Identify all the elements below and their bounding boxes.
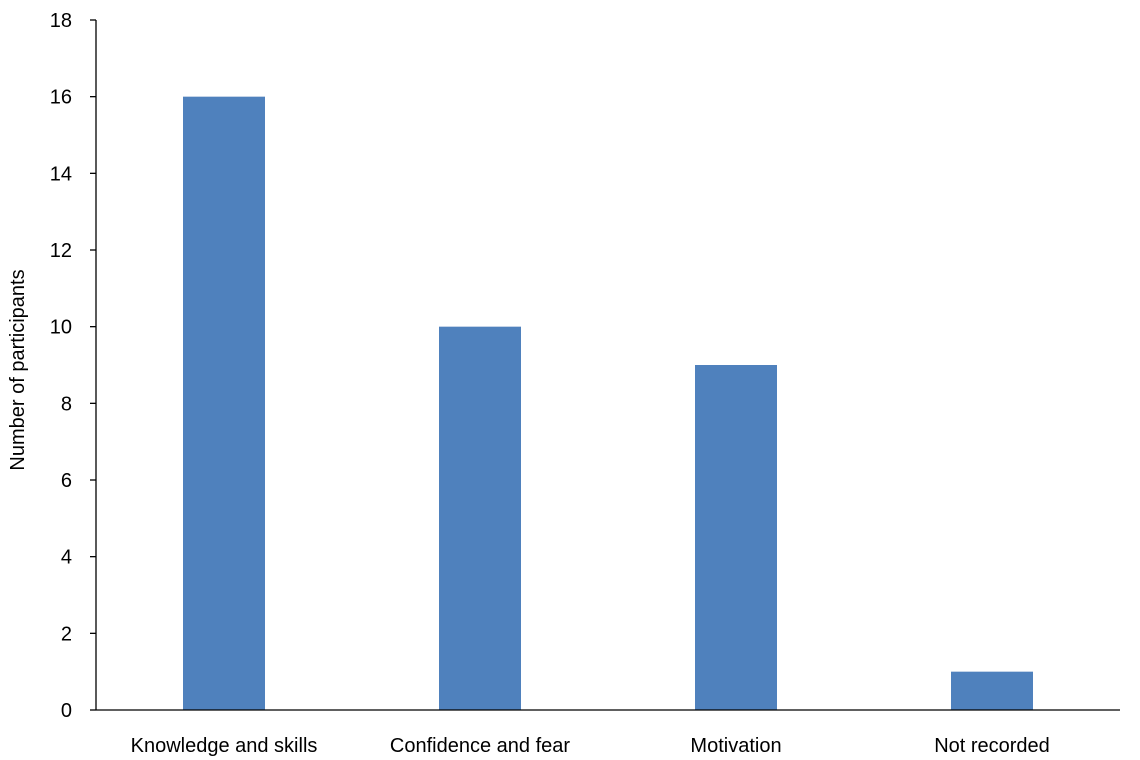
x-category-label: Not recorded [934, 735, 1050, 757]
x-category-label: Knowledge and skills [131, 735, 318, 757]
y-tick-label: 14 [50, 163, 72, 185]
x-category-label: Confidence and fear [390, 735, 570, 757]
y-tick-label: 0 [61, 700, 72, 722]
y-tick-label: 4 [61, 547, 72, 569]
y-tick-label: 6 [61, 470, 72, 492]
y-tick-label: 2 [61, 623, 72, 645]
y-tick-label: 16 [50, 87, 72, 109]
bar [951, 671, 1033, 710]
bars [183, 96, 1033, 710]
bar [183, 96, 265, 710]
bar [439, 326, 521, 710]
y-tick-label: 8 [61, 393, 72, 415]
y-tick-label: 18 [50, 10, 72, 32]
x-category-label: Motivation [690, 735, 781, 757]
y-axis-ticks: 0 2 4 6 8 10 12 14 16 18 [50, 10, 96, 722]
y-tick-label: 10 [50, 317, 72, 339]
bar [695, 365, 777, 710]
y-tick-label: 12 [50, 240, 72, 262]
x-axis-labels: Knowledge and skills Confidence and fear M… [131, 735, 1050, 757]
y-axis-title: Number of participants [7, 269, 29, 470]
